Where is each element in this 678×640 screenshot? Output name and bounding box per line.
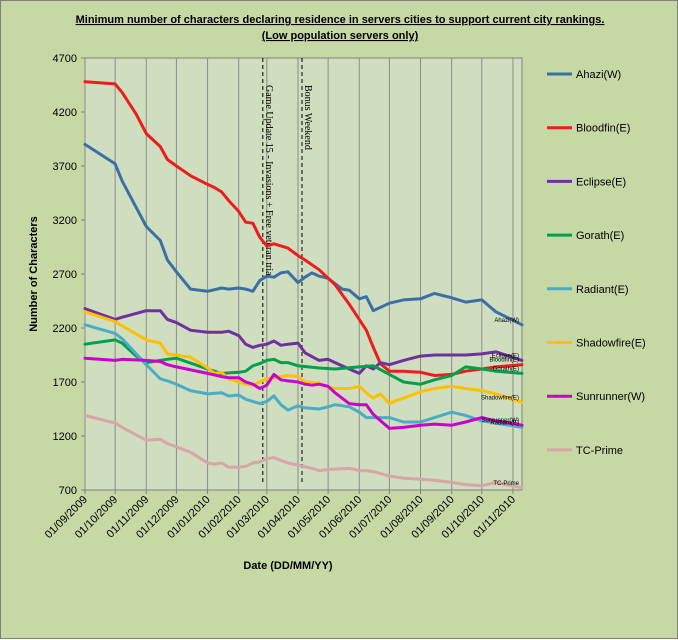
series-end-label: TC-Prime (493, 481, 519, 487)
chart-title-line1: Minimum number of characters declaring r… (76, 14, 605, 26)
plot-area (84, 57, 523, 491)
series-end-label: Radiant(E) (490, 420, 519, 426)
series-line (83, 323, 524, 429)
legend-label: Shadowfire(E) (576, 338, 646, 350)
legend-label: Eclipse(E) (576, 176, 626, 188)
y-axis-title: Number of Characters (28, 216, 40, 332)
y-tick-label: 700 (59, 485, 77, 497)
series-line (83, 356, 524, 430)
legend: Ahazi(W) Bloodfin(E) Eclipse(E) Gorath(E) Ra… (547, 69, 646, 457)
series-end-label: Shadowfire(E) (481, 396, 519, 402)
y-tick-label: 3700 (53, 161, 77, 173)
series-line (83, 80, 524, 377)
chart-title-line2: (Low population servers only) (262, 30, 419, 42)
legend-label: Radiant(E) (576, 284, 629, 296)
legend-label: TC-Prime (576, 445, 623, 457)
series-end-label: Bloodfin(E) (489, 358, 519, 364)
series-line (83, 307, 524, 375)
y-tick-label: 2200 (53, 323, 77, 335)
series-end-label: Gorath(E) (493, 366, 519, 372)
annotation-label: Bonus Weekend (302, 85, 313, 150)
series-layer (83, 80, 524, 490)
y-tick-label: 1200 (53, 431, 77, 443)
end-label-layer: Ahazi(W) Bloodfin(E)Eclipse(E) Gorath(E) Ra… (481, 318, 520, 487)
series-line (83, 414, 524, 490)
y-tick-label: 4200 (53, 107, 77, 119)
y-tick-label: 2700 (53, 269, 77, 281)
annotation-layer: Game Update 15 - Invasions + Free vetera… (262, 58, 313, 483)
series-end-label: Sunrunner(W) (481, 418, 519, 424)
series-line (83, 310, 524, 406)
grid-layer (84, 58, 514, 490)
series-end-label: Eclipse(E) (492, 353, 519, 359)
legend-label: Sunrunner(W) (576, 391, 645, 403)
series-line (83, 142, 524, 327)
annotation-label: Game Update 15 - Invasions + Free vetera… (263, 85, 274, 279)
series-line (83, 338, 524, 386)
legend-label: Ahazi(W) (576, 69, 621, 81)
legend-label: Gorath(E) (576, 230, 624, 242)
y-tick-label: 4700 (53, 53, 77, 65)
x-axis-title: Date (DD/MM/YY) (243, 560, 333, 572)
legend-label: Bloodfin(E) (576, 123, 630, 135)
y-tick-label: 3200 (53, 215, 77, 227)
y-tick-label: 1700 (53, 377, 77, 389)
series-end-label: Ahazi(W) (494, 318, 519, 324)
